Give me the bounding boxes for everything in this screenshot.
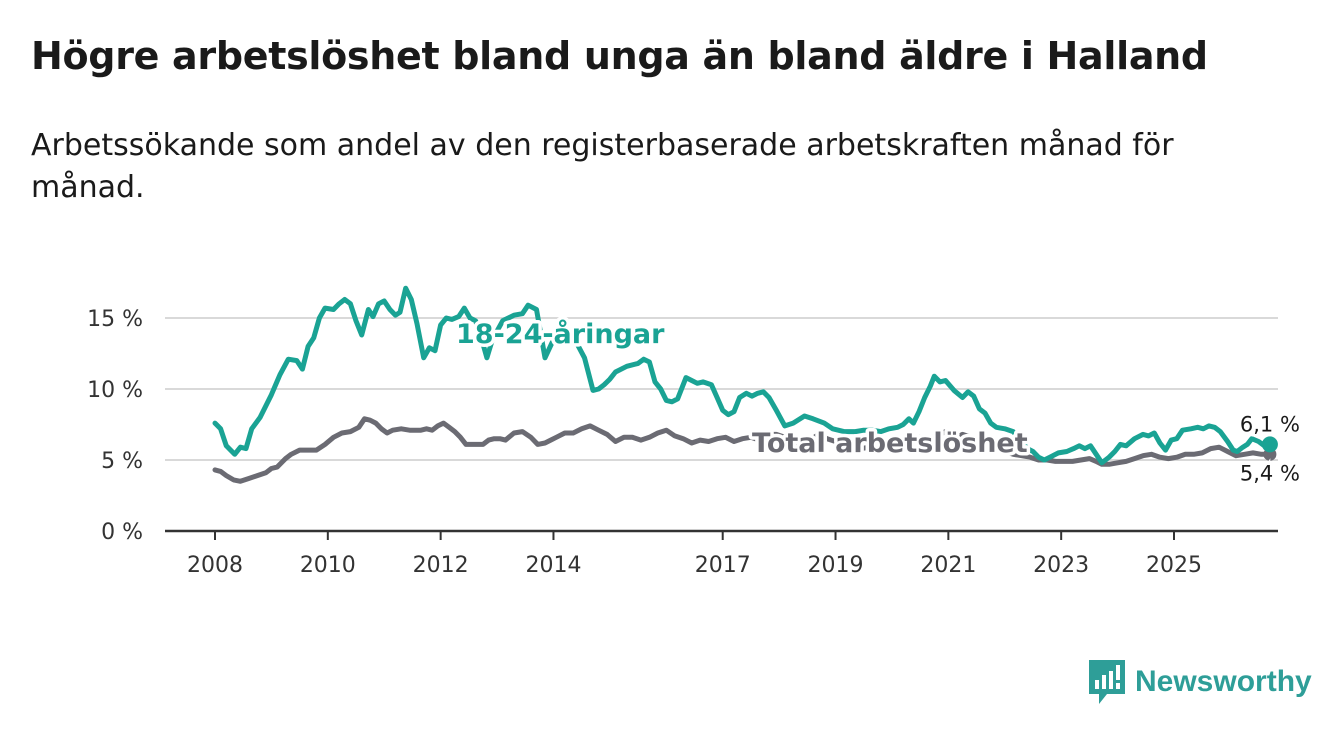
- series-lines: [212, 285, 1278, 484]
- x-tick-label: 2019: [808, 553, 864, 578]
- series-line-youth: [212, 285, 1273, 466]
- y-tick-label: 10 %: [87, 378, 143, 403]
- brand-name: Newsworthy: [1135, 665, 1312, 698]
- newsworthy-brand: Newsworthy: [1089, 660, 1312, 704]
- series-label-total: Total arbetslöshet: [752, 428, 1028, 459]
- series-label-youth: 18-24-åringar: [456, 318, 665, 350]
- x-tick-label: 2012: [413, 553, 469, 578]
- x-tick-label: 2010: [300, 553, 356, 578]
- x-tick-label: 2008: [187, 553, 243, 578]
- end-value-label-youth: 6,1 %: [1240, 412, 1300, 436]
- y-tick-label: 0 %: [101, 520, 143, 545]
- series-line-total: [212, 416, 1273, 484]
- chart-title: Högre arbetslöshet bland unga än bland ä…: [31, 34, 1208, 78]
- x-axis-ticks: 2008 2010 2012 2014 2017 2019 2021 2023 2025: [187, 531, 1202, 578]
- y-axis-ticks: 0 % 5 % 10 % 15 %: [87, 307, 143, 545]
- series-endpoint-youth: [1261, 436, 1278, 453]
- x-tick-label: 2021: [920, 553, 976, 578]
- y-tick-label: 15 %: [87, 307, 143, 332]
- x-tick-label: 2014: [525, 553, 581, 578]
- x-tick-label: 2023: [1033, 553, 1089, 578]
- y-tick-label: 5 %: [101, 449, 143, 474]
- chart-subtitle: Arbetssökande som andel av den registerb…: [31, 128, 1174, 205]
- x-tick-label: 2025: [1146, 553, 1202, 578]
- newsworthy-logo-icon: [1089, 660, 1125, 704]
- x-tick-label: 2017: [695, 553, 751, 578]
- series-labels: 18-24-åringar Total arbetslöshet 6,1 % 5,4 …: [453, 315, 1303, 488]
- end-value-label-total: 5,4 %: [1240, 461, 1300, 485]
